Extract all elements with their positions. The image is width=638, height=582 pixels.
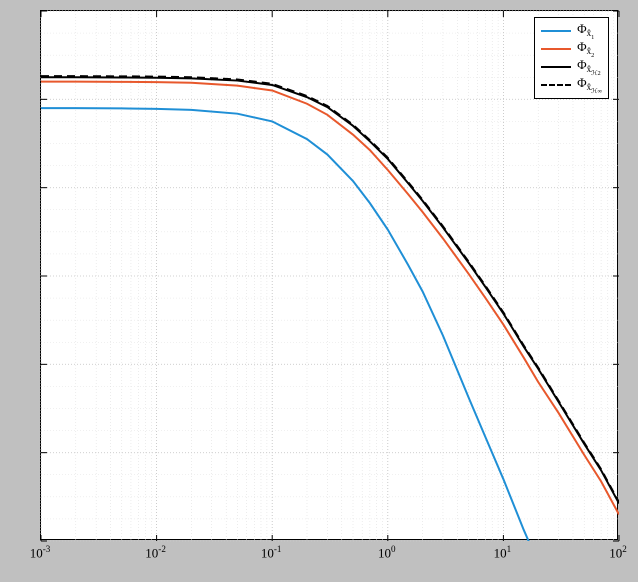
chart-container: Φx̂1Φx̂2Φx̂ℋ2Φx̂ℋ∞ 10-3 10-2 10-1 100 101 102 [0,0,638,582]
legend-entry: Φx̂1 [541,22,602,40]
legend-swatch [541,48,571,50]
plot-svg [41,11,619,541]
legend-entry: Φx̂ℋ∞ [541,76,602,94]
x-tick-label: 10-2 [136,544,176,561]
x-tick-label: 101 [482,544,522,561]
x-tick-label: 102 [598,544,638,561]
legend-swatch [541,66,571,68]
series-Phi_xHinf [41,76,619,502]
legend-label: Φx̂ℋ∞ [577,75,602,95]
legend-entry: Φx̂2 [541,40,602,58]
x-tick-label: 10-3 [20,544,60,561]
legend: Φx̂1Φx̂2Φx̂ℋ2Φx̂ℋ∞ [534,17,609,99]
x-tick-label: 100 [367,544,407,561]
legend-swatch [541,30,571,32]
plot-area: Φx̂1Φx̂2Φx̂ℋ2Φx̂ℋ∞ [40,10,618,540]
x-tick-label: 10-1 [251,544,291,561]
series-Phi_x1 [41,108,619,582]
legend-swatch [541,84,571,86]
series-Phi_xH2 [41,77,619,503]
legend-entry: Φx̂ℋ2 [541,58,602,76]
